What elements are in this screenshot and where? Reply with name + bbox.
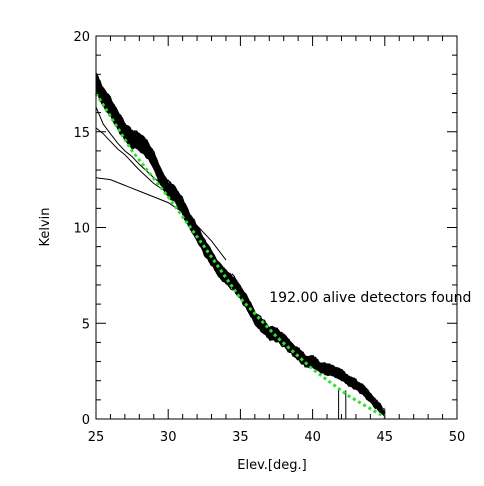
y-tick-label: 15 — [73, 126, 90, 141]
y-tick-label: 10 — [73, 222, 90, 237]
detector-line — [95, 81, 379, 405]
detector-line — [95, 77, 382, 410]
detector-line — [95, 77, 382, 408]
detector-line — [95, 82, 380, 411]
detector-line — [95, 82, 385, 415]
detector-line — [95, 78, 383, 412]
outlier-detector-line — [95, 177, 227, 261]
detector-line — [95, 78, 382, 409]
detector-line — [95, 76, 378, 404]
y-axis-label: Kelvin — [38, 207, 53, 246]
detector-line — [95, 82, 383, 411]
detector-line — [95, 78, 384, 411]
detector-line — [95, 80, 382, 412]
detector-line — [95, 78, 384, 413]
detector-line — [95, 79, 385, 412]
x-tick-label: 30 — [160, 430, 177, 445]
detector-line — [95, 85, 381, 412]
detector-line — [95, 81, 383, 410]
axes-group — [95, 35, 458, 420]
ticks-group: 25 30 35 40 45 50 0 5 10 15 20 — [73, 30, 465, 445]
x-tick-label: 25 — [88, 430, 105, 445]
detector-line — [95, 78, 385, 414]
detector-line — [95, 82, 379, 410]
x-tick-label: 45 — [377, 430, 394, 445]
detector-line — [95, 74, 381, 407]
outlier-lines-group — [95, 106, 347, 419]
x-tick-label: 35 — [232, 430, 249, 445]
detector-line — [95, 77, 382, 409]
y-tick-label: 5 — [82, 317, 90, 332]
detector-line — [95, 76, 382, 409]
detector-line — [95, 82, 385, 413]
detector-line — [95, 76, 385, 411]
x-axis-label: Elev.[deg.] — [237, 458, 306, 473]
chart-annotation: 192.00 alive detectors found — [269, 290, 471, 306]
labels-group: Elev.[deg.] Kelvin 192.00 alive detector… — [38, 207, 471, 473]
detector-line — [95, 77, 385, 414]
detector-line — [95, 73, 382, 407]
detector-line — [95, 76, 378, 402]
x-tick-label: 50 — [449, 430, 466, 445]
detector-line — [95, 72, 381, 405]
detector-line — [95, 80, 386, 415]
detector-line — [95, 81, 381, 411]
x-tick-label: 40 — [304, 430, 321, 445]
detector-line — [95, 74, 383, 408]
detector-line — [95, 79, 382, 410]
detector-line — [95, 72, 381, 405]
plot-frame — [95, 35, 458, 420]
detector-line — [95, 74, 383, 409]
detector-line — [95, 81, 380, 406]
detector-lines-group — [95, 72, 386, 417]
y-tick-label: 20 — [73, 30, 90, 45]
detector-line — [95, 73, 381, 406]
detector-line — [95, 80, 385, 413]
outlier-detector-line — [95, 106, 169, 190]
y-tick-label: 0 — [82, 413, 90, 428]
detector-line — [95, 74, 378, 402]
detector-line — [95, 83, 381, 409]
detector-line — [95, 75, 382, 409]
detector-line — [95, 76, 382, 408]
